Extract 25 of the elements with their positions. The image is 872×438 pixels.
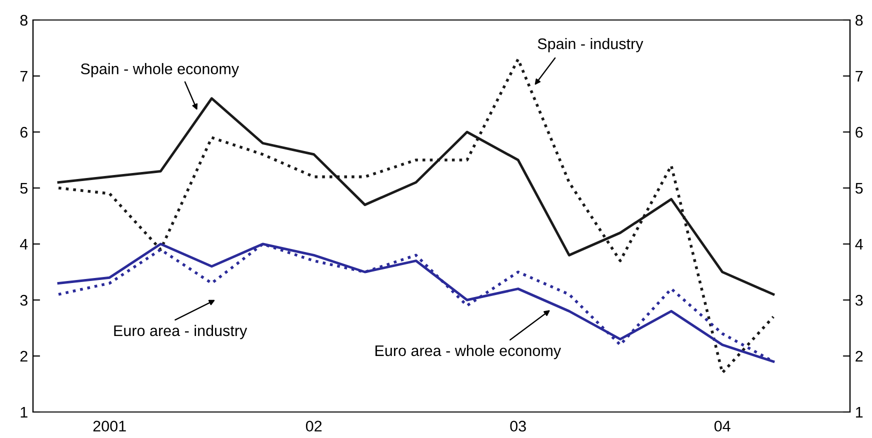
annotation: Spain - industry <box>538 38 644 52</box>
x-tick-label: 04 <box>714 420 730 432</box>
x-tick-label: 2001 <box>93 420 126 432</box>
y-tick-label: 1 <box>20 407 28 418</box>
y2-tick-label: 1 <box>856 407 863 418</box>
y-tick-label: 3 <box>20 294 28 306</box>
x-tick-label: 02 <box>306 420 322 432</box>
y-tick-label: 6 <box>20 126 28 138</box>
line-series <box>57 58 775 374</box>
y-tick-label: 5 <box>20 183 28 194</box>
y2-tick-label: 6 <box>856 126 863 138</box>
y2-tick-label: 5 <box>855 183 863 194</box>
y-tick-label: 7 <box>20 71 28 82</box>
y-tick-label: 8 <box>20 14 28 26</box>
y2-tick-label: 2 <box>856 350 863 362</box>
y2-tick-label: 3 <box>855 294 863 306</box>
y-tick-label: 2 <box>20 350 28 362</box>
x-tick-label: 03 <box>510 420 526 432</box>
y2-tick-label: 4 <box>855 239 863 250</box>
y2-tick-label: 8 <box>856 14 863 26</box>
annotation: Euro area - whole economy <box>375 344 562 360</box>
annotation: Euro area - industry <box>114 324 248 340</box>
y-tick-label: 4 <box>20 239 28 250</box>
y2-tick-label: 7 <box>856 71 863 82</box>
annotation: Spain - whole economy <box>80 63 240 78</box>
